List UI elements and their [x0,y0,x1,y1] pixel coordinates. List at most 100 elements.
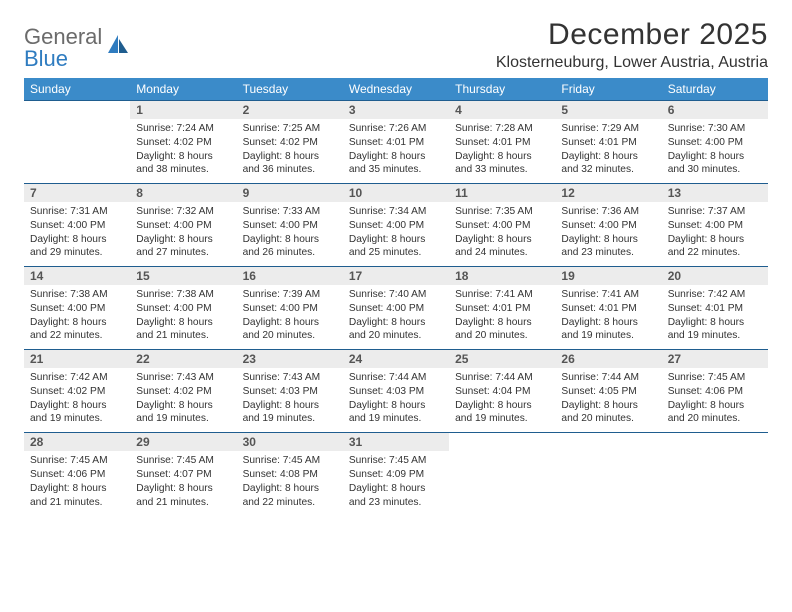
detail-row: Sunrise: 7:31 AMSunset: 4:00 PMDaylight:… [24,202,768,267]
day-number-cell [449,433,555,452]
day-number-cell: 1 [130,101,236,120]
day-number-cell: 29 [130,433,236,452]
brand-line2: Blue [24,48,102,70]
day-detail-cell: Sunrise: 7:40 AMSunset: 4:00 PMDaylight:… [343,285,449,350]
sunset-line: Sunset: 4:01 PM [668,302,762,316]
day-number-cell: 24 [343,350,449,369]
weekday-header: Friday [555,78,661,101]
sunset-line: Sunset: 4:00 PM [136,219,230,233]
day-detail-cell: Sunrise: 7:41 AMSunset: 4:01 PMDaylight:… [449,285,555,350]
sunset-line: Sunset: 4:00 PM [349,302,443,316]
day-number-cell: 10 [343,184,449,203]
sunrise-line: Sunrise: 7:39 AM [243,288,337,302]
day-detail-cell: Sunrise: 7:33 AMSunset: 4:00 PMDaylight:… [237,202,343,267]
day-number-cell: 16 [237,267,343,286]
sunset-line: Sunset: 4:04 PM [455,385,549,399]
daylight-line: Daylight: 8 hours and 22 minutes. [243,482,337,510]
sunset-line: Sunset: 4:00 PM [668,136,762,150]
location: Klosterneuburg, Lower Austria, Austria [496,54,768,72]
day-detail-cell [449,451,555,515]
sail-icon [104,33,130,64]
day-detail-cell: Sunrise: 7:39 AMSunset: 4:00 PMDaylight:… [237,285,343,350]
sunrise-line: Sunrise: 7:38 AM [30,288,124,302]
sunrise-line: Sunrise: 7:36 AM [561,205,655,219]
daylight-line: Daylight: 8 hours and 20 minutes. [349,316,443,344]
day-number-cell: 12 [555,184,661,203]
sunset-line: Sunset: 4:03 PM [243,385,337,399]
daynum-row: 78910111213 [24,184,768,203]
sunset-line: Sunset: 4:00 PM [243,219,337,233]
sunrise-line: Sunrise: 7:42 AM [668,288,762,302]
sunset-line: Sunset: 4:07 PM [136,468,230,482]
day-detail-cell: Sunrise: 7:45 AMSunset: 4:09 PMDaylight:… [343,451,449,515]
day-number-cell: 3 [343,101,449,120]
day-number-cell [24,101,130,120]
sunrise-line: Sunrise: 7:35 AM [455,205,549,219]
daylight-line: Daylight: 8 hours and 32 minutes. [561,150,655,178]
daylight-line: Daylight: 8 hours and 19 minutes. [455,399,549,427]
day-detail-cell: Sunrise: 7:37 AMSunset: 4:00 PMDaylight:… [662,202,768,267]
daylight-line: Daylight: 8 hours and 19 minutes. [668,316,762,344]
day-number-cell [662,433,768,452]
sunset-line: Sunset: 4:03 PM [349,385,443,399]
day-detail-cell: Sunrise: 7:45 AMSunset: 4:08 PMDaylight:… [237,451,343,515]
sunset-line: Sunset: 4:00 PM [561,219,655,233]
sunrise-line: Sunrise: 7:43 AM [136,371,230,385]
day-detail-cell [555,451,661,515]
day-number-cell: 17 [343,267,449,286]
day-detail-cell: Sunrise: 7:34 AMSunset: 4:00 PMDaylight:… [343,202,449,267]
sunrise-line: Sunrise: 7:44 AM [455,371,549,385]
sunset-line: Sunset: 4:00 PM [668,219,762,233]
daylight-line: Daylight: 8 hours and 30 minutes. [668,150,762,178]
daylight-line: Daylight: 8 hours and 22 minutes. [668,233,762,261]
day-number-cell: 31 [343,433,449,452]
daylight-line: Daylight: 8 hours and 23 minutes. [561,233,655,261]
daylight-line: Daylight: 8 hours and 19 minutes. [561,316,655,344]
daylight-line: Daylight: 8 hours and 33 minutes. [455,150,549,178]
day-number-cell: 5 [555,101,661,120]
day-number-cell: 15 [130,267,236,286]
day-detail-cell: Sunrise: 7:41 AMSunset: 4:01 PMDaylight:… [555,285,661,350]
day-number-cell: 11 [449,184,555,203]
sunrise-line: Sunrise: 7:43 AM [243,371,337,385]
day-number-cell: 23 [237,350,343,369]
day-detail-cell: Sunrise: 7:43 AMSunset: 4:02 PMDaylight:… [130,368,236,433]
daynum-row: 28293031 [24,433,768,452]
sunrise-line: Sunrise: 7:32 AM [136,205,230,219]
weekday-header: Saturday [662,78,768,101]
day-number-cell: 27 [662,350,768,369]
day-detail-cell: Sunrise: 7:45 AMSunset: 4:06 PMDaylight:… [662,368,768,433]
weekday-header: Wednesday [343,78,449,101]
daylight-line: Daylight: 8 hours and 27 minutes. [136,233,230,261]
day-detail-cell [24,119,130,184]
calendar-table: SundayMondayTuesdayWednesdayThursdayFrid… [24,78,768,515]
day-number-cell: 7 [24,184,130,203]
sunset-line: Sunset: 4:00 PM [455,219,549,233]
sunset-line: Sunset: 4:05 PM [561,385,655,399]
calendar-body: 123456Sunrise: 7:24 AMSunset: 4:02 PMDay… [24,101,768,516]
daylight-line: Daylight: 8 hours and 20 minutes. [243,316,337,344]
header: General Blue December 2025 Klosterneubur… [24,18,768,72]
brand-logo: General Blue [24,18,130,70]
daylight-line: Daylight: 8 hours and 35 minutes. [349,150,443,178]
day-number-cell: 14 [24,267,130,286]
sunset-line: Sunset: 4:00 PM [349,219,443,233]
detail-row: Sunrise: 7:24 AMSunset: 4:02 PMDaylight:… [24,119,768,184]
day-number-cell: 22 [130,350,236,369]
sunrise-line: Sunrise: 7:37 AM [668,205,762,219]
day-detail-cell: Sunrise: 7:45 AMSunset: 4:06 PMDaylight:… [24,451,130,515]
detail-row: Sunrise: 7:38 AMSunset: 4:00 PMDaylight:… [24,285,768,350]
day-number-cell: 2 [237,101,343,120]
daynum-row: 14151617181920 [24,267,768,286]
sunrise-line: Sunrise: 7:29 AM [561,122,655,136]
daylight-line: Daylight: 8 hours and 29 minutes. [30,233,124,261]
sunset-line: Sunset: 4:02 PM [30,385,124,399]
daylight-line: Daylight: 8 hours and 19 minutes. [136,399,230,427]
weekday-header: Monday [130,78,236,101]
day-detail-cell [662,451,768,515]
daylight-line: Daylight: 8 hours and 21 minutes. [136,316,230,344]
day-number-cell: 20 [662,267,768,286]
day-detail-cell: Sunrise: 7:29 AMSunset: 4:01 PMDaylight:… [555,119,661,184]
day-number-cell: 18 [449,267,555,286]
sunset-line: Sunset: 4:01 PM [349,136,443,150]
